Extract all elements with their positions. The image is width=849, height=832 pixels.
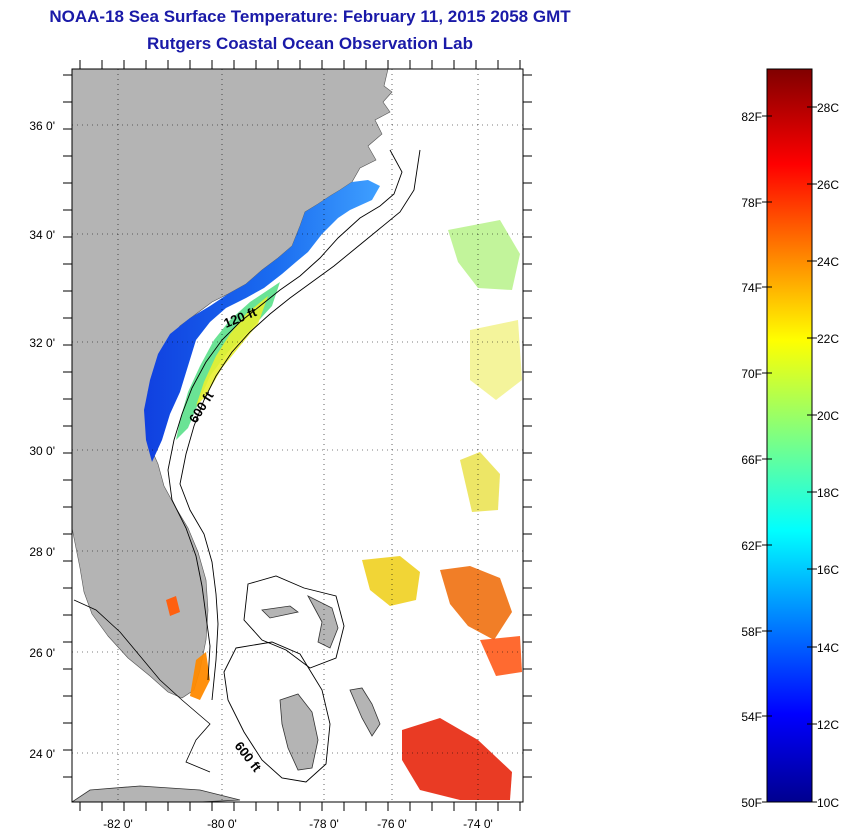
- contour-bahamas: [243, 575, 345, 669]
- colorbar-f-label: 54F: [741, 710, 762, 724]
- colorbar-f-label: 78F: [741, 196, 762, 210]
- contour-gulf: [73, 599, 211, 773]
- lat-axis-labels: 36 0' 34 0' 32 0' 30 0' 28 0' 26 0' 24 0…: [29, 119, 55, 761]
- contour-bahamas-south: [223, 641, 331, 783]
- colorbar-c-label: 16C: [817, 563, 839, 577]
- land-bahamas-eleuthera: [349, 687, 381, 737]
- colorbar-f-label: 50F: [741, 796, 762, 810]
- colorbar-c-label: 18C: [817, 486, 839, 500]
- lon-label: -76 0': [377, 817, 407, 831]
- land-bahamas-andros: [279, 693, 319, 771]
- colorbar-celsius-labels: 28C 26C 24C 22C 20C 18C 16C 14C 12C 10C: [817, 101, 839, 810]
- lon-label: -78 0': [309, 817, 339, 831]
- colorbar-f-label: 66F: [741, 453, 762, 467]
- contour-120ft: [167, 149, 403, 681]
- colorbar-c-label: 20C: [817, 409, 839, 423]
- colorbar-f-label: 82F: [741, 110, 762, 124]
- sst-warm-spot: [166, 596, 180, 616]
- colorbar-fahrenheit-labels: 82F 78F 74F 70F 66F 62F 58F 54F 50F: [741, 110, 762, 810]
- colorbar-f-label: 62F: [741, 539, 762, 553]
- sst-red-southeast: [402, 718, 512, 800]
- colorbar-c-label: 28C: [817, 101, 839, 115]
- land-bahamas-grand: [261, 605, 299, 619]
- sst-red-patch: [480, 636, 522, 676]
- colorbar-c-label: 24C: [817, 255, 839, 269]
- lon-axis-labels: -82 0' -80 0' -78 0' -76 0' -74 0': [103, 817, 493, 831]
- colorbar-c-label: 26C: [817, 178, 839, 192]
- colorbar-f-label: 70F: [741, 367, 762, 381]
- sst-shelf-yellow: [196, 296, 268, 406]
- lat-label: 34 0': [29, 228, 55, 242]
- lat-label: 28 0': [29, 545, 55, 559]
- map-ticks: [63, 60, 532, 811]
- lat-label: 32 0': [29, 336, 55, 350]
- colorbar-ticks: [762, 106, 817, 803]
- lat-label: 24 0': [29, 747, 55, 761]
- land-us-southeast: [72, 69, 393, 699]
- sst-green-scatter: [448, 220, 520, 290]
- sst-yellow-east: [362, 556, 420, 606]
- sst-warm-streak: [190, 652, 210, 700]
- colorbar-c-label: 12C: [817, 718, 839, 732]
- map-title: NOAA-18 Sea Surface Temperature: Februar…: [49, 7, 571, 26]
- lon-label: -82 0': [103, 817, 133, 831]
- map-gridlines: [72, 69, 523, 802]
- lon-label: -80 0': [207, 817, 237, 831]
- colorbar-f-label: 74F: [741, 281, 762, 295]
- lat-label: 26 0': [29, 646, 55, 660]
- lat-label: 36 0': [29, 119, 55, 133]
- colorbar-c-label: 22C: [817, 332, 839, 346]
- colorbar: [766, 68, 813, 803]
- land-bahamas-abaco: [307, 595, 339, 649]
- lat-label: 30 0': [29, 444, 55, 458]
- sst-cold-coastal: [144, 180, 380, 462]
- sst-yellow-north: [460, 452, 500, 512]
- map-subtitle: Rutgers Coastal Ocean Observation Lab: [147, 34, 473, 53]
- colorbar-f-label: 58F: [741, 625, 762, 639]
- contour-600ft: [179, 149, 421, 701]
- land-cuba-north: [72, 785, 241, 802]
- colorbar-c-label: 14C: [817, 641, 839, 655]
- lon-label: -74 0': [463, 817, 493, 831]
- sst-yellow-scatter: [470, 320, 522, 400]
- colorbar-c-label: 10C: [817, 796, 839, 810]
- sst-orange-east: [440, 566, 512, 640]
- map-frame: [71, 68, 524, 803]
